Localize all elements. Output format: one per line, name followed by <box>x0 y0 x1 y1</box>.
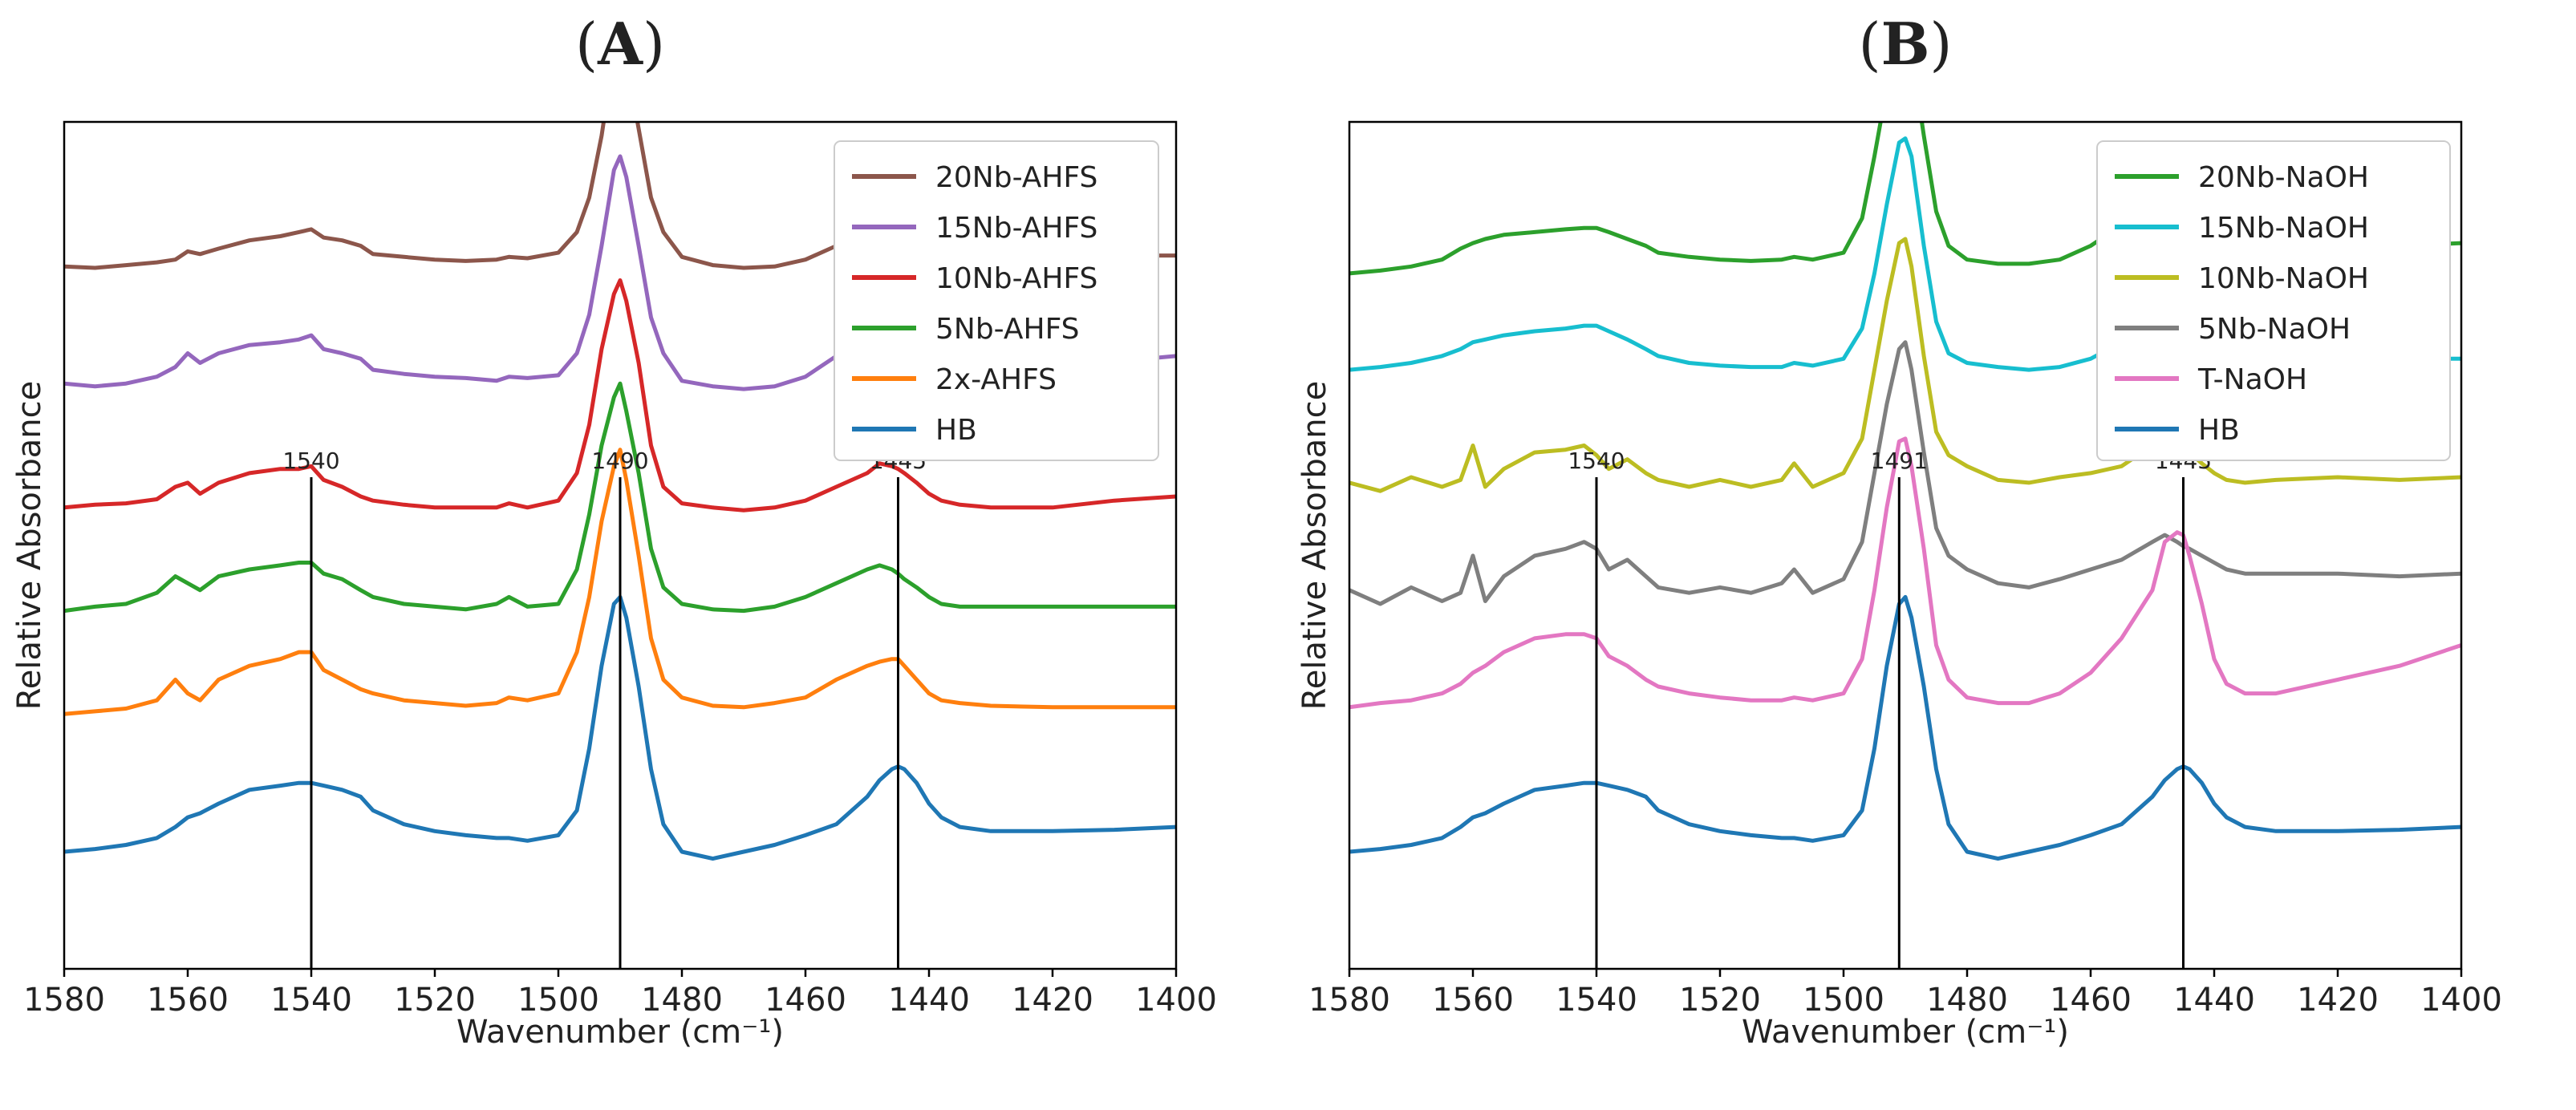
peak-label-1540: 1540 <box>282 448 339 474</box>
x-tick-label: 1400 <box>1135 982 1217 1019</box>
x-tick-label: 1420 <box>1012 982 1093 1019</box>
x-tick-label: 1520 <box>1679 982 1761 1019</box>
legend: 20Nb-AHFS 15Nb-AHFS 10Nb-AHFS 5Nb-AHFS 2x-AH… <box>834 140 1159 461</box>
x-tick-label: 1480 <box>1926 982 2008 1019</box>
x-tick-label: 1480 <box>641 982 723 1019</box>
legend-entry: 15Nb-AHFS <box>935 212 1097 245</box>
legend-entry: 10Nb-NaOH <box>2198 262 2369 295</box>
x-tick-label: 1440 <box>2173 982 2255 1019</box>
plot-frame <box>63 120 1178 970</box>
x-tick-label: 1440 <box>888 982 970 1019</box>
x-axis-label: Wavenumber (cm⁻¹) <box>1742 1014 2069 1051</box>
panel-letter: (A) <box>575 10 665 78</box>
x-tick-label: 1500 <box>517 982 599 1019</box>
peak-label-1540: 1540 <box>1568 448 1625 474</box>
plot-frame <box>1348 120 2463 970</box>
x-tick-label: 1540 <box>270 982 352 1019</box>
legend-entry: 10Nb-AHFS <box>935 262 1097 295</box>
legend: 20Nb-NaOH 15Nb-NaOH 10Nb-NaOH 5Nb-NaOH T-NaO… <box>2096 140 2451 461</box>
legend-entry: 5Nb-NaOH <box>2198 313 2351 346</box>
x-tick-label: 1460 <box>765 982 846 1019</box>
x-tick-label: 1560 <box>147 982 229 1019</box>
x-tick-label: 1420 <box>2297 982 2379 1019</box>
series-line-10nb-ahfs <box>64 278 1176 512</box>
legend-entry: 20Nb-AHFS <box>935 161 1097 194</box>
peak-label-1490: 1490 <box>591 448 648 474</box>
x-tick-label: 1580 <box>23 982 105 1019</box>
legend-entry: 15Nb-NaOH <box>2198 212 2369 245</box>
x-axis-label: Wavenumber (cm⁻¹) <box>456 1014 784 1051</box>
panel-a: (A)1540149014451580156015401520150014801… <box>11 10 1217 1051</box>
y-axis-label: Relative Absorbance <box>11 381 48 710</box>
x-tick-label: 1520 <box>394 982 476 1019</box>
x-tick-label: 1580 <box>1308 982 1390 1019</box>
legend-entry: 20Nb-NaOH <box>2198 161 2369 194</box>
peak-label-1491: 1491 <box>1871 448 1928 474</box>
series-line-hb <box>1349 594 2461 861</box>
series-line-t-naoh <box>1349 436 2461 710</box>
y-axis-label: Relative Absorbance <box>1296 381 1333 710</box>
legend-box <box>2096 140 2451 461</box>
x-tick-label: 1460 <box>2050 982 2132 1019</box>
x-tick-label: 1560 <box>1432 982 1514 1019</box>
legend-entry: T-NaOH <box>2197 363 2307 396</box>
series-line-5nb-ahfs <box>64 381 1176 614</box>
legend-entry: 5Nb-AHFS <box>935 313 1080 346</box>
panel-b: (B)1540149114451580156015401520150014801… <box>1296 10 2502 1051</box>
legend-entry: HB <box>2198 414 2240 447</box>
series-line-hb <box>64 594 1176 861</box>
series-line-2x-ahfs <box>64 448 1176 716</box>
legend-entry: HB <box>935 414 977 447</box>
x-tick-label: 1500 <box>1803 982 1884 1019</box>
x-tick-label: 1400 <box>2420 982 2502 1019</box>
x-tick-label: 1540 <box>1556 982 1637 1019</box>
legend-entry: 2x-AHFS <box>935 363 1057 396</box>
panel-letter: (B) <box>1858 10 1952 78</box>
